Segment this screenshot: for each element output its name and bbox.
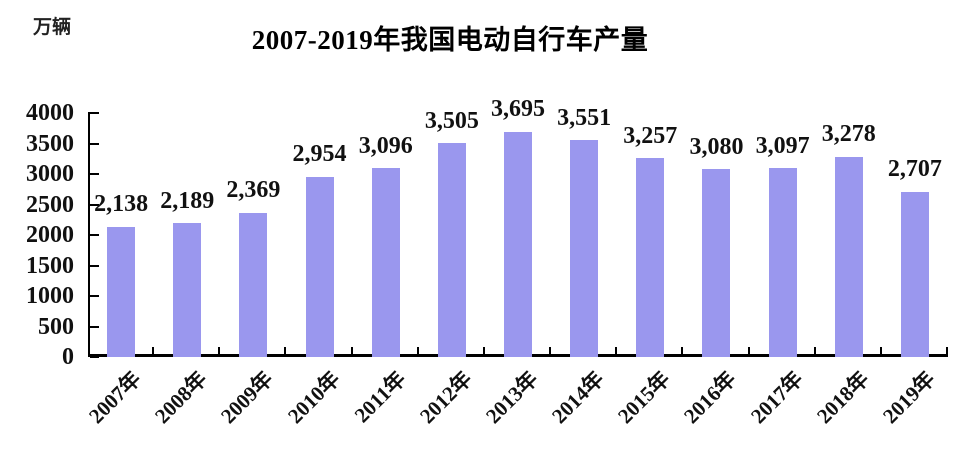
y-axis-tick xyxy=(90,173,99,175)
bar-value-label: 3,695 xyxy=(491,96,545,123)
y-axis-unit-label: 万辆 xyxy=(33,17,72,38)
x-axis-tick xyxy=(218,347,221,357)
x-axis-tick xyxy=(152,347,155,357)
bar xyxy=(900,191,929,357)
bar-value-label: 3,096 xyxy=(358,132,413,159)
plot-area: 2,138 2,189 2,369 2,954 3,096 3,505 3,695 3,551… xyxy=(88,96,948,358)
y-axis-tick-label: 0 xyxy=(62,344,74,370)
y-axis-tick-label: 500 xyxy=(38,313,74,340)
y-axis-line xyxy=(88,112,90,357)
x-axis-tick xyxy=(879,347,882,357)
x-axis-category-label: 2017年 xyxy=(745,366,808,429)
bar-value-label: 2,369 xyxy=(226,176,281,203)
bar xyxy=(504,131,532,357)
x-axis-tick xyxy=(284,347,287,357)
x-axis-tick xyxy=(681,347,684,357)
x-axis-category-label: 2009年 xyxy=(216,366,278,429)
x-axis-category-label: 2010年 xyxy=(282,366,345,429)
bar xyxy=(305,176,334,357)
bar xyxy=(173,223,202,357)
y-axis-tick-label: 1500 xyxy=(26,252,74,279)
bar-value-label: 3,278 xyxy=(821,121,876,148)
bar xyxy=(702,169,731,357)
x-axis-category-label: 2019年 xyxy=(877,366,940,429)
x-axis-category-label: 2012年 xyxy=(414,366,477,429)
bar-value-label: 2,189 xyxy=(160,187,215,214)
y-axis-tick-label: 3000 xyxy=(26,161,74,187)
y-axis-tick-label: 2000 xyxy=(26,222,74,248)
bar-value-label: 2,138 xyxy=(94,191,149,217)
y-axis-tick xyxy=(90,234,99,236)
bar xyxy=(570,140,599,357)
x-axis-category-label: 2008年 xyxy=(150,366,212,429)
x-axis-tick xyxy=(813,347,816,357)
x-axis-category-label: 2011年 xyxy=(349,366,411,428)
bar-value-label: 3,551 xyxy=(557,104,612,131)
y-axis-tick-label: 3500 xyxy=(26,130,74,157)
y-axis-tick xyxy=(90,295,99,297)
x-axis-category-label: 2014年 xyxy=(547,366,609,429)
bar-value-label: 3,080 xyxy=(689,133,744,160)
x-axis-tick xyxy=(615,347,618,357)
bar-value-label: 3,097 xyxy=(755,132,810,159)
bar-value-label: 3,257 xyxy=(623,122,678,149)
x-axis-category-label: 2007年 xyxy=(84,366,146,429)
y-axis-tick xyxy=(90,112,99,114)
bar xyxy=(768,168,797,357)
bar xyxy=(239,212,268,357)
bar xyxy=(636,158,665,357)
y-axis-tick xyxy=(90,356,99,358)
bar xyxy=(107,226,136,357)
x-axis-category-label: 2018年 xyxy=(811,366,874,429)
x-axis-tick xyxy=(747,347,750,357)
y-axis-tick-label: 1000 xyxy=(26,283,74,309)
y-axis-tick xyxy=(90,325,99,328)
bar xyxy=(437,143,466,357)
bar xyxy=(371,168,400,357)
x-axis-category-label: 2016年 xyxy=(679,366,742,429)
y-axis-tick-label: 4000 xyxy=(26,100,74,126)
bar xyxy=(834,157,863,357)
y-axis-tick xyxy=(90,203,99,206)
y-axis-tick xyxy=(90,142,99,145)
x-axis-tick xyxy=(350,347,353,357)
x-axis-tick xyxy=(482,347,485,357)
y-axis-tick-label: 2500 xyxy=(26,191,74,218)
bar-value-label: 2,954 xyxy=(292,141,347,168)
x-axis-category-label: 2013年 xyxy=(481,366,543,429)
x-axis-tick xyxy=(946,347,948,357)
x-axis-tick xyxy=(416,347,419,357)
y-axis-tick xyxy=(90,264,99,267)
x-axis-tick xyxy=(549,347,552,357)
bar-value-label: 3,505 xyxy=(424,107,479,134)
x-axis-category-label: 2015年 xyxy=(613,366,675,429)
bar-value-label: 2,707 xyxy=(887,156,942,183)
chart-title: 2007-2019年我国电动自行车产量 xyxy=(251,25,649,55)
